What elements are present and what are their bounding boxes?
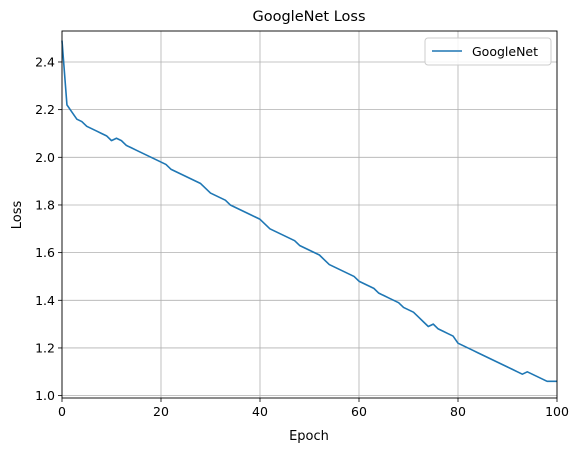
legend-box [424,37,552,66]
x-tick-label: 0 [58,404,66,419]
y-tick-label: 1.8 [35,197,55,212]
y-tick-label: 2.0 [35,150,55,165]
x-tick-label: 60 [351,404,367,419]
y-tick-label: 1.0 [35,388,55,403]
x-tick-label: 40 [252,404,268,419]
chart-title: GoogleNet Loss [253,9,366,25]
y-axis-label: Loss [10,201,25,230]
x-tick-label: 100 [545,404,569,419]
plot-area [61,40,557,383]
x-axis-label: Epoch [289,429,329,444]
y-tick-label: 1.4 [35,293,55,308]
y-tick-label: 1.6 [35,245,55,260]
y-tick-label: 2.2 [35,102,55,117]
x-axis-ticks: 0 20 40 60 80 100 [58,398,569,419]
series-line-googlenet [61,40,557,383]
y-tick-label: 2.4 [35,54,55,69]
x-tick-label: 20 [153,404,169,419]
legend-label-googlenet: GoogleNet [472,44,538,59]
y-tick-label: 1.2 [35,340,55,355]
grid-lines [61,31,558,398]
y-axis-ticks: 1.0 1.2 1.4 1.6 1.8 2.0 2.2 2.4 [35,54,62,403]
plot-frame [61,30,558,399]
legend: GoogleNet [424,37,552,66]
x-tick-label: 80 [450,404,466,419]
